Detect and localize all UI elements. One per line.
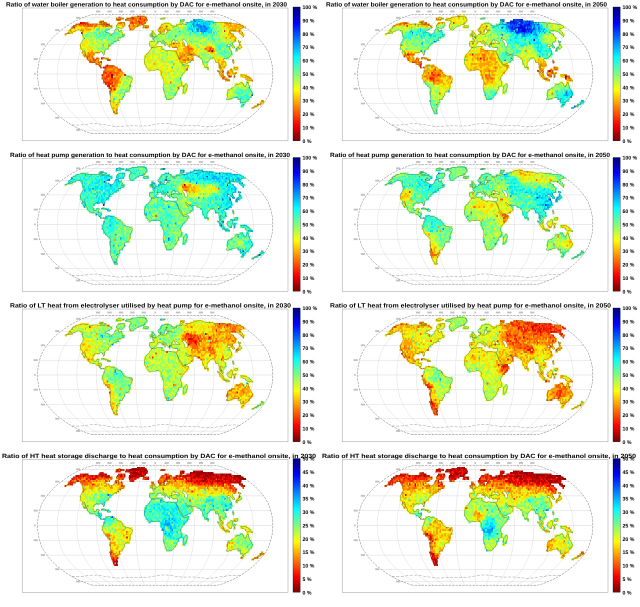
svg-text:Ratio of water boiler generati: Ratio of water boiler generation to heat… xyxy=(326,2,608,9)
svg-text:Ratio of HT heat storage disch: Ratio of HT heat storage discharge to he… xyxy=(322,453,637,460)
svg-text:Ratio of heat pump generation: Ratio of heat pump generation to heat co… xyxy=(330,152,611,159)
svg-text:Ratio of water boiler generati: Ratio of water boiler generation to heat… xyxy=(6,2,288,9)
svg-text:Ratio of HT heat storage disch: Ratio of HT heat storage discharge to he… xyxy=(2,453,317,460)
svg-text:Ratio of heat pump generation: Ratio of heat pump generation to heat co… xyxy=(10,152,291,159)
svg-text:Ratio of LT heat from electrol: Ratio of LT heat from electrolyser utili… xyxy=(330,303,612,310)
svg-text:Ratio of LT heat from electrol: Ratio of LT heat from electrolyser utili… xyxy=(10,303,292,310)
